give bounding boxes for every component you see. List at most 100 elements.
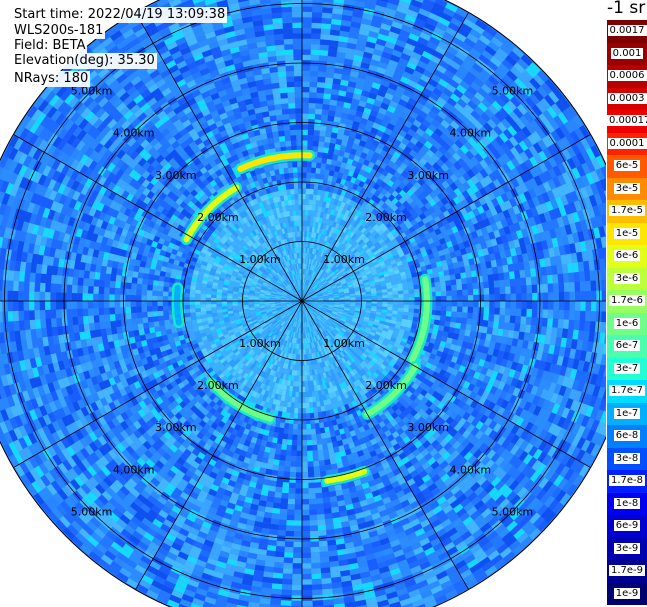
range-gate-bin — [386, 105, 397, 114]
range-gate-bin — [454, 70, 467, 81]
range-gate-bin — [347, 217, 354, 224]
range-gate-bin — [404, 133, 414, 142]
range-gate-bin — [435, 305, 442, 312]
range-gate-bin — [315, 243, 319, 250]
range-gate-bin — [436, 96, 448, 107]
range-gate-bin — [339, 117, 348, 125]
range-gate-bin — [363, 107, 373, 115]
range-gate-bin — [324, 266, 329, 272]
range-gate-bin — [408, 289, 415, 294]
range-gate-bin — [336, 211, 342, 218]
range-gate-bin — [568, 319, 575, 331]
range-gate-bin — [378, 107, 388, 116]
range-gate-bin — [327, 56, 337, 63]
range-gate-bin — [450, 279, 457, 286]
range-gate-bin — [304, 231, 307, 237]
range-gate-bin — [345, 198, 352, 205]
range-gate-bin — [380, 120, 390, 128]
range-gate-bin — [324, 77, 334, 84]
range-gate-bin — [438, 78, 450, 89]
range-gate-bin — [331, 83, 341, 91]
range-gate-bin — [532, 292, 538, 302]
range-gate-bin — [313, 249, 317, 255]
range-gate-bin — [443, 69, 456, 80]
range-gate-bin — [346, 119, 355, 127]
range-gate-bin — [414, 65, 426, 75]
range-gate-bin — [414, 304, 420, 310]
range-gate-bin — [302, 172, 307, 178]
range-gate-bin — [386, 36, 398, 45]
range-gate-bin — [408, 293, 415, 298]
range-gate-bin — [574, 291, 581, 302]
range-gate-bin — [323, 88, 333, 95]
range-gate-bin — [337, 224, 343, 231]
range-gate-bin — [473, 294, 479, 302]
range-gate-bin — [322, 98, 331, 105]
range-gate-bin — [308, 97, 317, 104]
range-gate-bin — [367, 114, 377, 123]
range-gate-bin — [382, 115, 392, 124]
range-gate-bin — [408, 4, 422, 14]
range-gate-bin — [421, 50, 434, 61]
range-gate-bin — [327, 50, 338, 58]
range-gate-bin — [308, 269, 311, 276]
range-gate-bin — [319, 269, 323, 275]
range-gate-bin — [305, 292, 309, 297]
range-gate-bin — [352, 227, 359, 234]
range-gate-bin — [542, 301, 549, 311]
range-gate-bin — [376, 301, 383, 304]
range-gate-bin — [508, 271, 516, 280]
range-gate-bin — [308, 281, 312, 287]
range-gate-bin — [467, 289, 474, 296]
range-gate-bin — [343, 58, 354, 66]
range-gate-bin — [492, 273, 500, 282]
range-gate-bin — [446, 64, 459, 75]
range-gate-bin — [353, 214, 360, 222]
range-gate-bin — [562, 319, 570, 330]
range-gate-bin — [380, 102, 390, 111]
range-gate-bin — [308, 199, 313, 206]
range-gate-bin — [317, 206, 323, 212]
range-gate-bin — [410, 93, 421, 102]
range-gate-bin — [308, 108, 316, 115]
range-gate-bin — [437, 110, 448, 120]
range-gate-bin — [476, 269, 483, 277]
range-gate-bin — [432, 87, 444, 98]
range-gate-bin — [413, 46, 425, 56]
range-gate-bin — [306, 226, 310, 232]
range-gate-bin — [371, 295, 377, 299]
range-gate-bin — [514, 323, 521, 333]
range-gate-bin — [348, 199, 356, 207]
range-gate-bin — [324, 136, 332, 143]
range-gate-bin — [505, 286, 511, 295]
range-gate-bin — [392, 290, 399, 295]
range-gate-bin — [354, 49, 365, 57]
range-gate-bin — [328, 104, 337, 112]
range-gate-bin — [488, 280, 495, 289]
range-gate-bin — [328, 214, 334, 221]
range-gate-bin — [312, 259, 316, 266]
range-gate-bin — [320, 163, 327, 170]
range-gate-bin — [455, 7, 469, 19]
range-gate-bin — [499, 279, 505, 288]
range-gate-bin — [316, 189, 322, 196]
range-gate-bin — [441, 301, 447, 307]
range-gate-bin — [378, 84, 389, 93]
range-gate-bin — [421, 105, 432, 115]
range-gate-bin — [589, 270, 596, 282]
range-gate-bin — [369, 25, 381, 34]
range-gate-bin — [322, 1, 335, 9]
range-gate-bin — [310, 270, 314, 276]
range-gate-bin — [510, 293, 517, 302]
range-gate-bin — [406, 141, 416, 150]
range-gate-bin — [321, 185, 327, 192]
range-gate-bin — [406, 61, 418, 71]
range-gate-bin — [589, 321, 596, 333]
range-gate-bin — [305, 204, 309, 211]
range-gate-bin — [303, 285, 305, 291]
range-gate-bin — [329, 186, 335, 193]
range-gate-bin — [358, 212, 366, 219]
range-gate-bin — [553, 292, 559, 302]
range-gate-bin — [338, 35, 350, 43]
range-gate-bin — [322, 0, 335, 3]
